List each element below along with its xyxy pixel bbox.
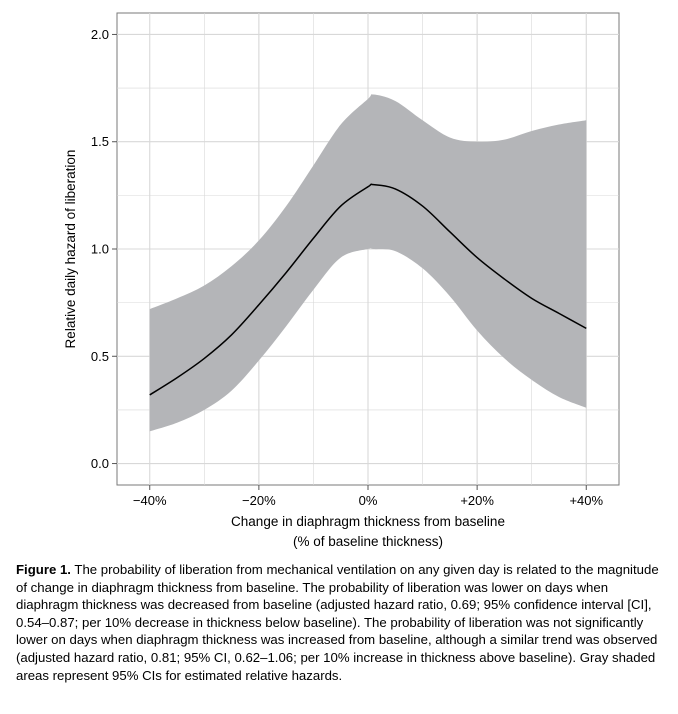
x-tick-label: 0%	[359, 493, 378, 508]
y-tick-label: 0.5	[91, 349, 109, 364]
hazard-curve	[149, 183, 587, 396]
x-tick-label: +40%	[569, 493, 603, 508]
y-tick-label: 1.0	[91, 242, 109, 257]
figure-caption: Figure 1. The probability of liberation …	[16, 561, 666, 684]
x-tick-label: −40%	[133, 493, 167, 508]
x-axis-title-line1: Change in diaphragm thickness from basel…	[231, 514, 505, 529]
axes: −40% −20% 0% +20% +40% 0.0 0.5 1.0 1.5 2.0	[91, 27, 604, 508]
x-tick-label: +20%	[460, 493, 494, 508]
y-tick-label: 2.0	[91, 27, 109, 42]
figure-label: Figure 1.	[16, 562, 71, 577]
y-tick-label: 0.0	[91, 456, 109, 471]
confidence-band	[149, 94, 587, 432]
figure-caption-text: The probability of liberation from mecha…	[16, 562, 659, 683]
y-axis-title: Relative daily hazard of liberation	[63, 150, 78, 349]
y-tick-label: 1.5	[91, 134, 109, 149]
x-axis-title-line2: (% of baseline thickness)	[293, 534, 443, 549]
chart: −40% −20% 0% +20% +40% 0.0 0.5 1.0 1.5 2.0 Relati…	[63, 12, 620, 549]
x-tick-label: −20%	[242, 493, 276, 508]
